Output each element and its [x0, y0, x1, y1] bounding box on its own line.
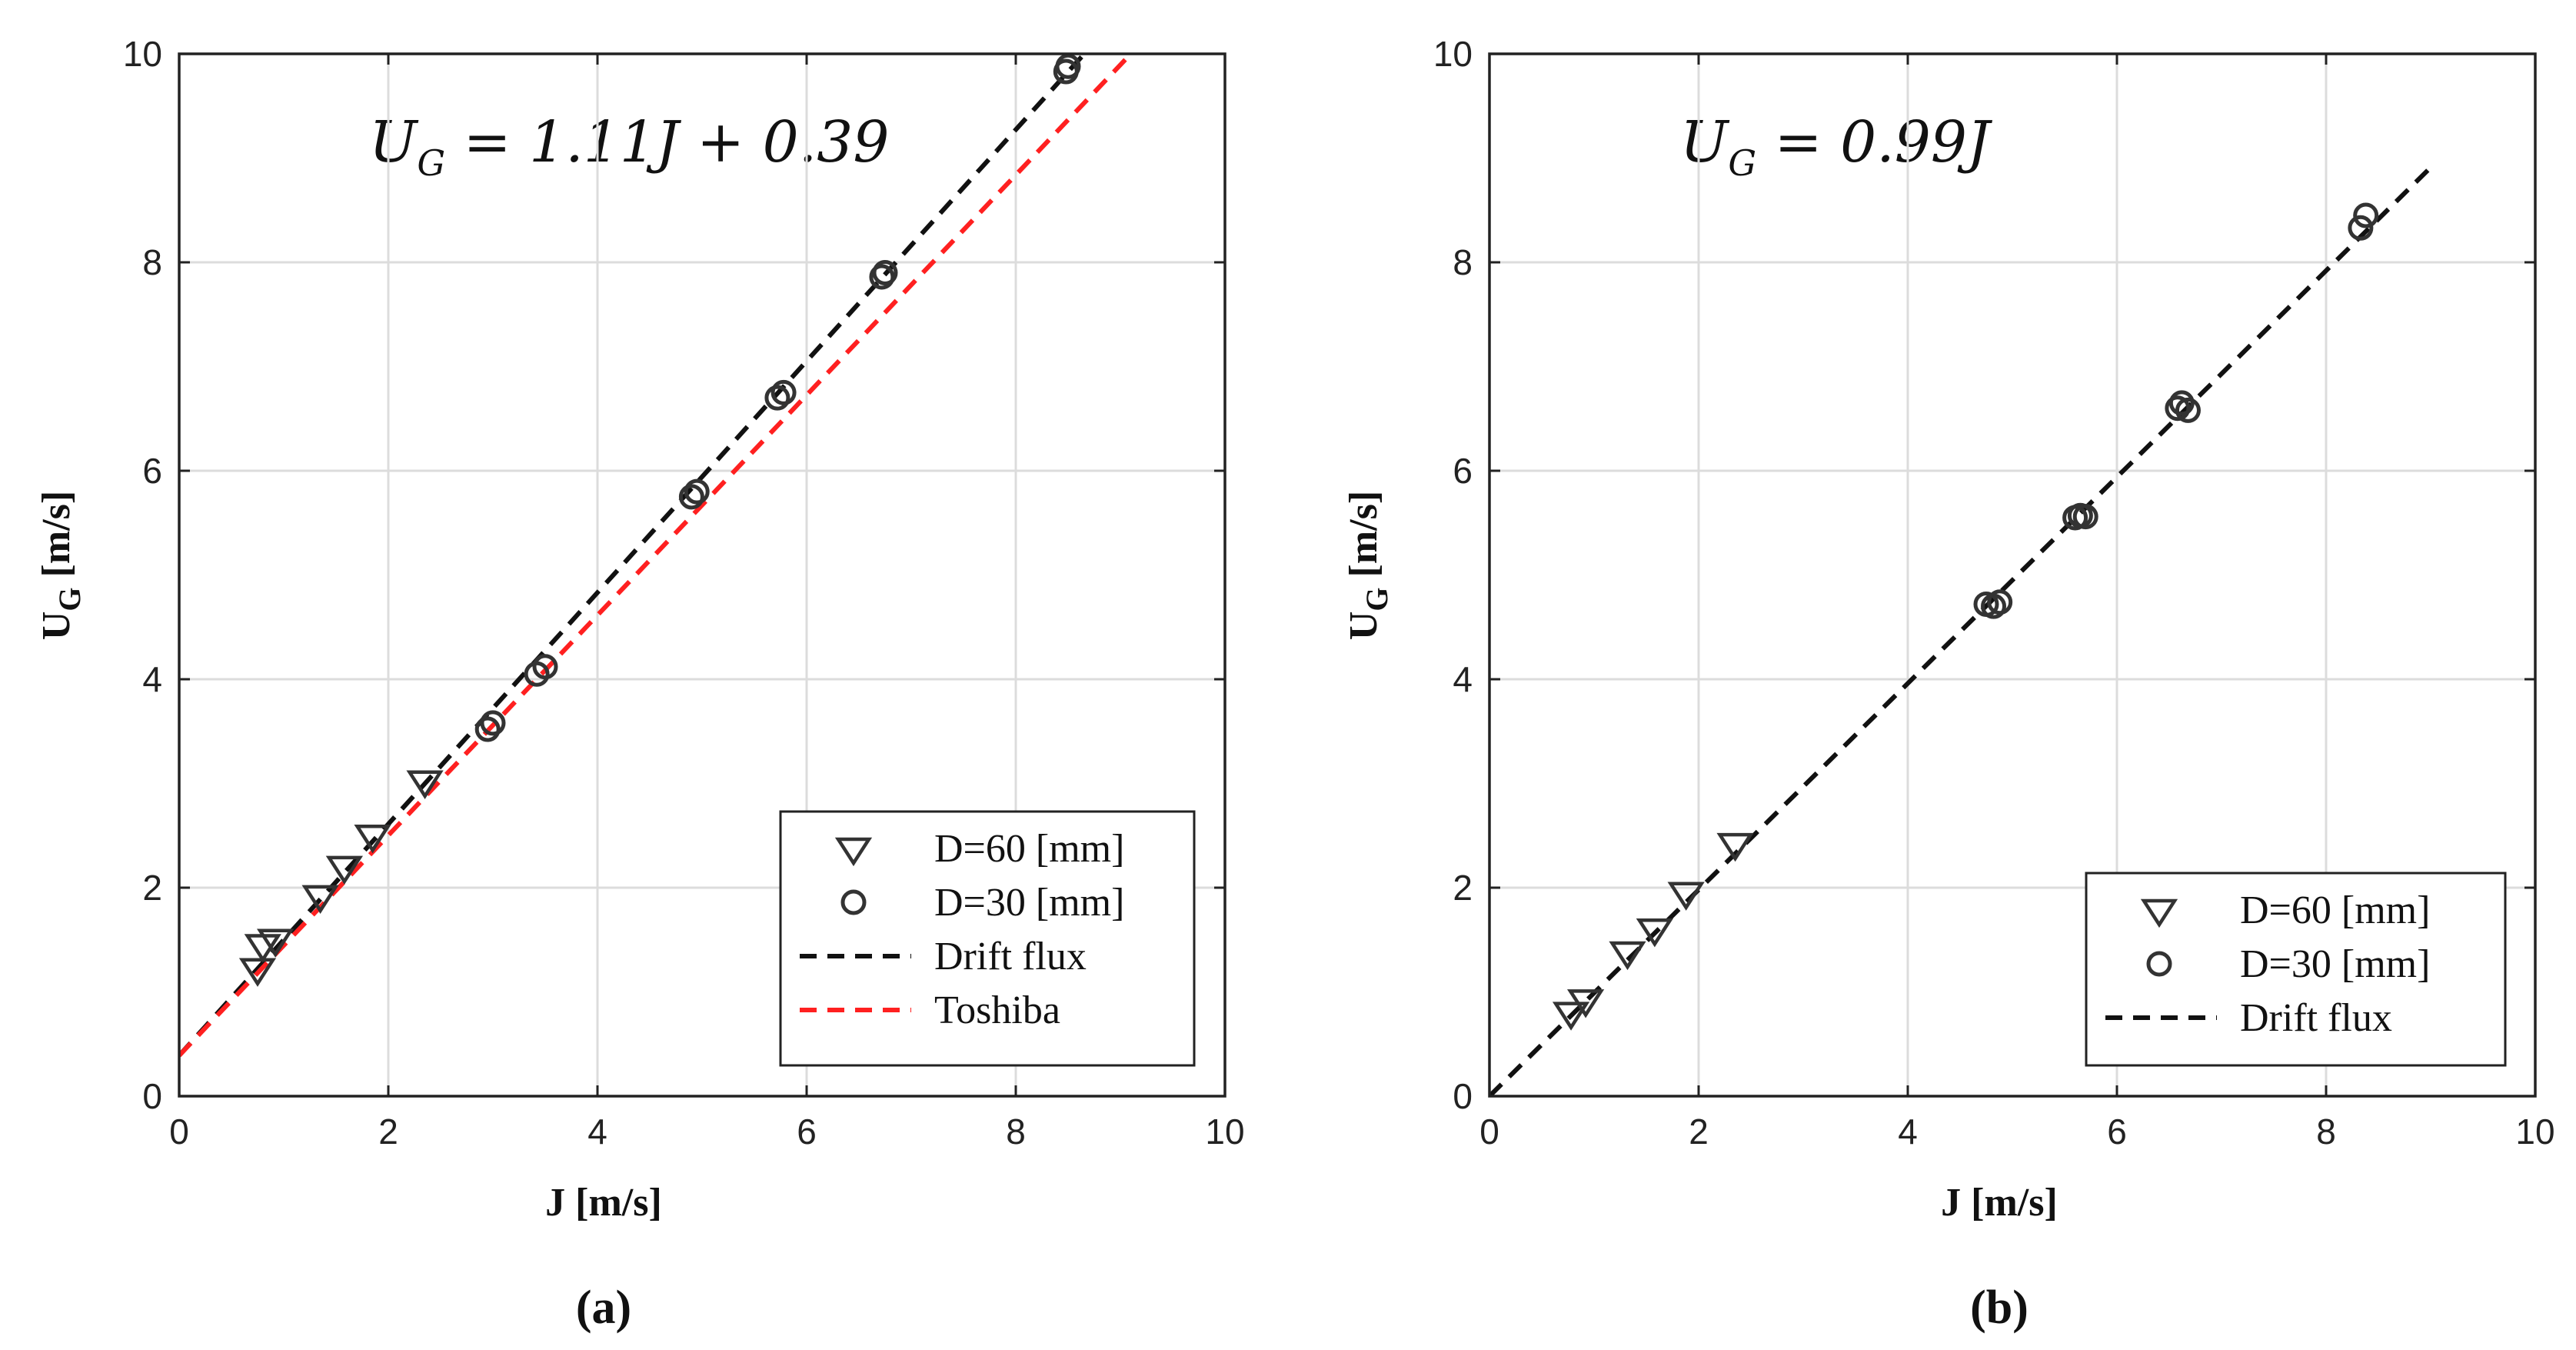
equation-a: UG = 1.11J + 0.39: [369, 109, 889, 184]
panel-label-a: (a): [576, 1282, 631, 1334]
y-tick-label: 4: [1453, 659, 1473, 699]
legend-a: D=60 [mm] D=30 [mm] Drift flux Toshiba: [779, 810, 1196, 1067]
data-point-circle: [770, 379, 797, 405]
y-tick-label: 10: [1433, 34, 1473, 74]
x-tick-label: 4: [587, 1112, 607, 1152]
y-tick-label: 10: [123, 34, 162, 74]
legend-b: D=60 [mm] D=30 [mm] Drift flux: [2085, 872, 2507, 1067]
y-tick-label: 8: [1453, 242, 1473, 282]
x-tick-label: 4: [1898, 1112, 1918, 1152]
x-tick-label: 2: [378, 1112, 398, 1152]
data-point-triangle: [1609, 941, 1646, 971]
data-point-triangle: [1566, 989, 1605, 1018]
x-axis-label-a: J [m/s]: [545, 1181, 662, 1225]
data-point-circle: [2165, 395, 2191, 422]
legend-box: [2085, 872, 2507, 1067]
axes-frame-b: [1488, 52, 2537, 1098]
legend-label: Toshiba: [934, 988, 1060, 1032]
plot-area-b: [1489, 165, 2433, 1096]
legend-label: Drift flux: [2240, 996, 2392, 1040]
legend-label: Drift flux: [934, 935, 1087, 978]
legend-triangle-swatch: [834, 837, 873, 867]
data-point-triangle: [406, 770, 444, 799]
data-point-triangle: [354, 825, 391, 854]
panel-b: UG = 0.99J J [m/s] UG [m/s] (b) 0 2 4 6 8 10 0…: [1342, 34, 2555, 1334]
data-point-circle: [2348, 215, 2374, 241]
equation-b: UG = 0.99J: [1680, 109, 1993, 184]
x-tick-label: 2: [1689, 1112, 1709, 1152]
data-point-circle: [2072, 504, 2098, 530]
legend-label: D=60 [mm]: [2240, 888, 2430, 932]
y-axis-label-a: UG [m/s]: [35, 491, 87, 640]
data-point-circle: [869, 264, 895, 290]
data-point-circle: [1987, 589, 2013, 615]
legend-circle-swatch: [2146, 951, 2172, 977]
series-line-toshiba: [179, 54, 1133, 1058]
y-tick-label: 2: [1453, 868, 1473, 908]
x-tick-label: 6: [2107, 1112, 2127, 1152]
y-axis-label-b: UG [m/s]: [1342, 491, 1394, 640]
panel-label-b: (b): [1970, 1282, 2029, 1334]
legend-label: D=60 [mm]: [934, 827, 1124, 871]
axes-frame-a: [178, 52, 1226, 1098]
y-tick-label: 6: [1453, 451, 1473, 491]
data-point-triangle: [1667, 882, 1705, 911]
legend-circle-swatch: [840, 889, 867, 915]
x-axis-label-b: J [m/s]: [1941, 1181, 2058, 1225]
data-point-circle: [2168, 390, 2195, 416]
data-point-circle: [474, 716, 501, 742]
y-tick-label: 8: [142, 242, 162, 282]
data-point-circle: [1055, 54, 1081, 79]
y-tick-label: 4: [142, 659, 162, 699]
data-point-triangle: [325, 855, 364, 885]
legend-label: D=30 [mm]: [2240, 942, 2430, 986]
data-point-triangle: [256, 928, 295, 958]
data-point-triangle: [238, 958, 277, 987]
legend-triangle-swatch: [2140, 898, 2178, 928]
x-tick-label: 8: [2316, 1112, 2336, 1152]
data-point-circle: [532, 654, 558, 680]
y-tick-label: 0: [142, 1076, 162, 1116]
x-tick-label: 10: [2515, 1112, 2554, 1152]
data-point-circle: [2175, 397, 2201, 423]
data-point-triangle: [1636, 918, 1674, 948]
data-point-circle: [872, 260, 898, 286]
x-tick-label: 0: [169, 1112, 189, 1152]
x-tick-label: 6: [797, 1112, 817, 1152]
data-point-triangle: [301, 885, 339, 914]
data-point-circle: [2353, 202, 2379, 228]
data-point-circle: [764, 385, 790, 411]
panel-a: UG = 1.11J + 0.39 J [m/s] UG [m/s] (a) 0…: [35, 34, 1245, 1334]
x-tick-label: 10: [1205, 1112, 1244, 1152]
data-point-circle: [684, 478, 710, 505]
data-point-circle: [480, 710, 506, 736]
data-point-circle: [678, 484, 704, 510]
y-tick-label: 2: [142, 868, 162, 908]
x-tick-label: 0: [1479, 1112, 1499, 1152]
legend-label: D=30 [mm]: [934, 881, 1124, 925]
y-tick-label: 0: [1453, 1076, 1473, 1116]
plot-area-a: [179, 54, 1133, 1058]
x-tick-label: 8: [1006, 1112, 1026, 1152]
data-point-triangle: [1716, 832, 1754, 862]
y-tick-label: 6: [142, 451, 162, 491]
data-point-triangle: [1552, 1002, 1590, 1031]
